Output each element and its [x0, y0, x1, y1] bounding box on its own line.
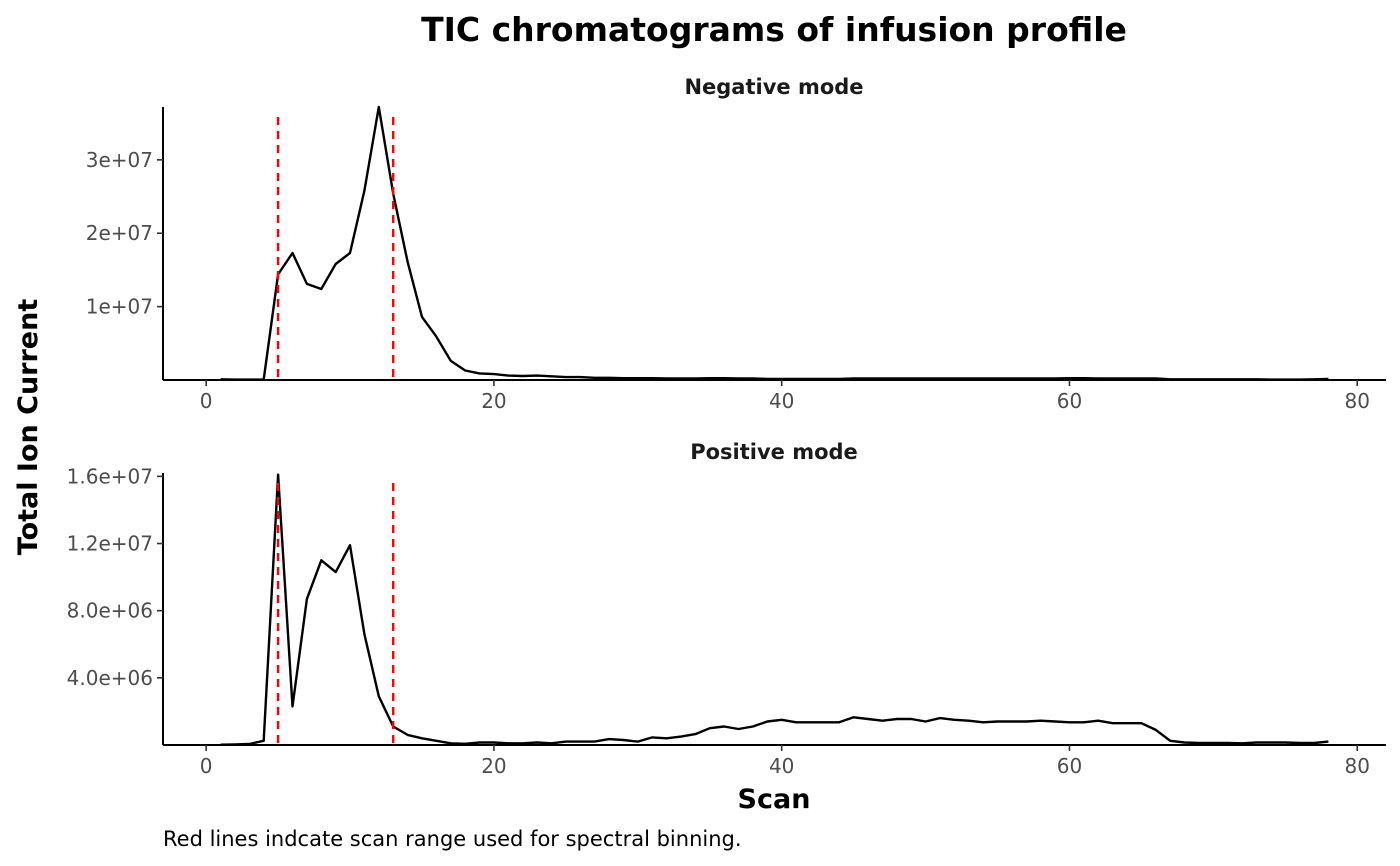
- x-tick-label-negative: 60: [1057, 389, 1082, 413]
- panel-positive: 4.0e+06 8.0e+06 1.2e+07 1.6e+07 0 20 40 60 80: [67, 464, 1386, 778]
- x-tick-label-positive: 20: [481, 754, 506, 778]
- y-tick-label-negative: 2e+07: [86, 221, 153, 245]
- x-tick-label-positive: 40: [769, 754, 794, 778]
- tic-line-positive: [220, 473, 1329, 746]
- x-tick-label-negative: 20: [481, 389, 506, 413]
- y-tick-label-negative: 1e+07: [86, 295, 153, 319]
- panels-layer: 1e+07 2e+07 3e+07 0 20 40 60 80 4.0e+06 8.0e+06 1.…: [67, 105, 1386, 778]
- y-tick-label-positive: 8.0e+06: [67, 599, 153, 623]
- chart-title: TIC chromatograms of infusion profile: [421, 10, 1127, 49]
- y-tick-label-positive: 4.0e+06: [67, 666, 153, 690]
- x-tick-label-positive: 60: [1057, 754, 1082, 778]
- x-axis-title: Scan: [738, 784, 811, 815]
- strip-label-positive: Positive mode: [690, 440, 858, 464]
- y-tick-label-positive: 1.2e+07: [67, 532, 153, 556]
- strip-label-negative: Negative mode: [684, 75, 863, 99]
- y-axis-title: Total Ion Current: [13, 299, 44, 556]
- tic-line-negative: [220, 105, 1329, 381]
- x-tick-label-negative: 40: [769, 389, 794, 413]
- x-tick-label-positive: 0: [200, 754, 213, 778]
- y-tick-label-positive: 1.6e+07: [67, 464, 153, 488]
- x-tick-label-negative: 0: [200, 389, 213, 413]
- x-tick-label-negative: 80: [1344, 389, 1369, 413]
- x-tick-label-positive: 80: [1344, 754, 1369, 778]
- chart-caption: Red lines indcate scan range used for sp…: [163, 827, 742, 851]
- y-tick-label-negative: 3e+07: [86, 148, 153, 172]
- panel-negative: 1e+07 2e+07 3e+07 0 20 40 60 80: [86, 105, 1386, 413]
